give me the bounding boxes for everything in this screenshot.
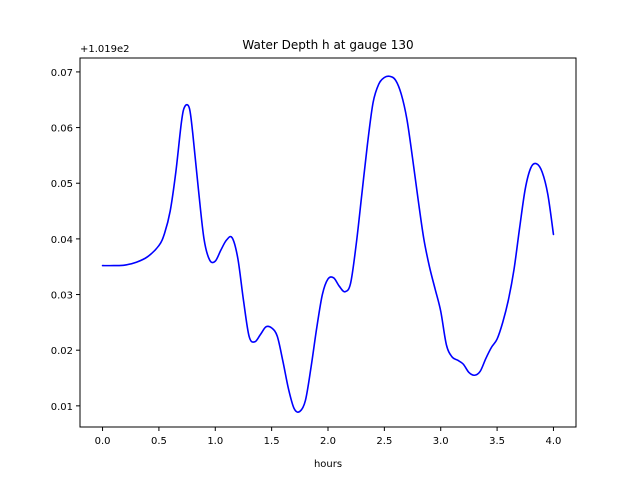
y-tick-label: 0.06	[51, 124, 73, 135]
x-axis-label: hours	[314, 459, 342, 470]
x-tick-label: 1.5	[264, 436, 280, 447]
x-tick-label: 3.0	[433, 436, 449, 447]
y-tick-label: 0.04	[51, 235, 73, 246]
y-tick-label: 0.07	[51, 68, 73, 79]
x-tick-label: 4.0	[546, 436, 562, 447]
series-line-0	[101, 75, 555, 413]
x-tick-label: 0.0	[95, 436, 111, 447]
y-tick-label: 0.02	[51, 346, 73, 357]
chart-title: Water Depth h at gauge 130	[242, 38, 413, 52]
x-tick-label: 2.5	[376, 436, 392, 447]
y-offset-label: +1.019e2	[80, 44, 130, 55]
x-tick-label: 0.5	[151, 436, 167, 447]
y-tick-label: 0.05	[51, 179, 73, 190]
y-tick-label: 0.01	[51, 402, 73, 413]
x-tick-label: 3.5	[489, 436, 505, 447]
y-tick-label: 0.03	[51, 291, 73, 302]
x-tick-label: 2.0	[320, 436, 336, 447]
x-tick-label: 1.0	[207, 436, 223, 447]
